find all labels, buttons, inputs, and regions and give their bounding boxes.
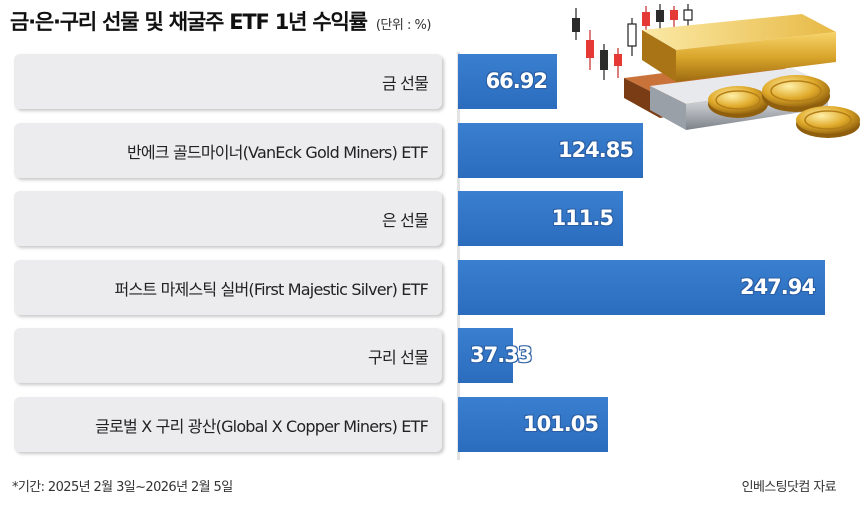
category-label: 반에크 골드마이너(VanEck Gold Miners) ETF — [126, 142, 429, 162]
category-label-box: 은 선물 — [14, 191, 442, 246]
unit-label: (단위 : %) — [375, 18, 432, 33]
category-label: 은 선물 — [381, 210, 429, 230]
value-bar — [458, 123, 643, 178]
category-label-box: 글로벌 X 구리 광산(Global X Copper Miners) ETF — [14, 397, 442, 452]
value-bar — [458, 260, 825, 315]
value-label: 101.05 — [522, 412, 599, 436]
chart-title: 금·은·구리 선물 및 채굴주 ETF 1년 수익률 — [10, 10, 368, 34]
category-label: 금 선물 — [381, 73, 429, 93]
value-label: 111.5 — [551, 206, 614, 230]
value-label: 66.92 — [485, 69, 548, 93]
value-label: 37.33 — [470, 343, 532, 367]
bar-baseline — [457, 52, 460, 460]
gold-silver-illustration — [572, 4, 860, 138]
category-label-box: 금 선물 — [14, 54, 442, 109]
category-label: 글로벌 X 구리 광산(Global X Copper Miners) ETF — [95, 416, 429, 436]
category-label: 퍼스트 마제스틱 실버(First Majestic Silver) ETF — [114, 279, 429, 299]
candlestick-icon — [572, 4, 693, 80]
gold-coins-icon — [708, 75, 860, 138]
value-label: 124.85 — [557, 138, 634, 162]
value-bar — [458, 397, 608, 452]
value-bar — [458, 328, 513, 383]
category-label-box: 퍼스트 마제스틱 실버(First Majestic Silver) ETF — [14, 260, 442, 315]
source-credit: 인베스팅닷컴 자료 — [741, 480, 837, 495]
gold-bar-icon — [642, 14, 836, 82]
category-label-box: 구리 선물 — [14, 328, 442, 383]
period-footnote: *기간: 2025년 2월 3일~2026년 2월 5일 — [12, 480, 233, 495]
chart-title-group: 금·은·구리 선물 및 채굴주 ETF 1년 수익률 (단위 : %) — [10, 6, 431, 36]
value-bar — [458, 54, 557, 109]
category-label-box: 반에크 골드마이너(VanEck Gold Miners) ETF — [14, 123, 442, 178]
value-bar — [458, 191, 623, 246]
category-label: 구리 선물 — [368, 347, 429, 367]
value-label: 247.94 — [739, 275, 816, 299]
